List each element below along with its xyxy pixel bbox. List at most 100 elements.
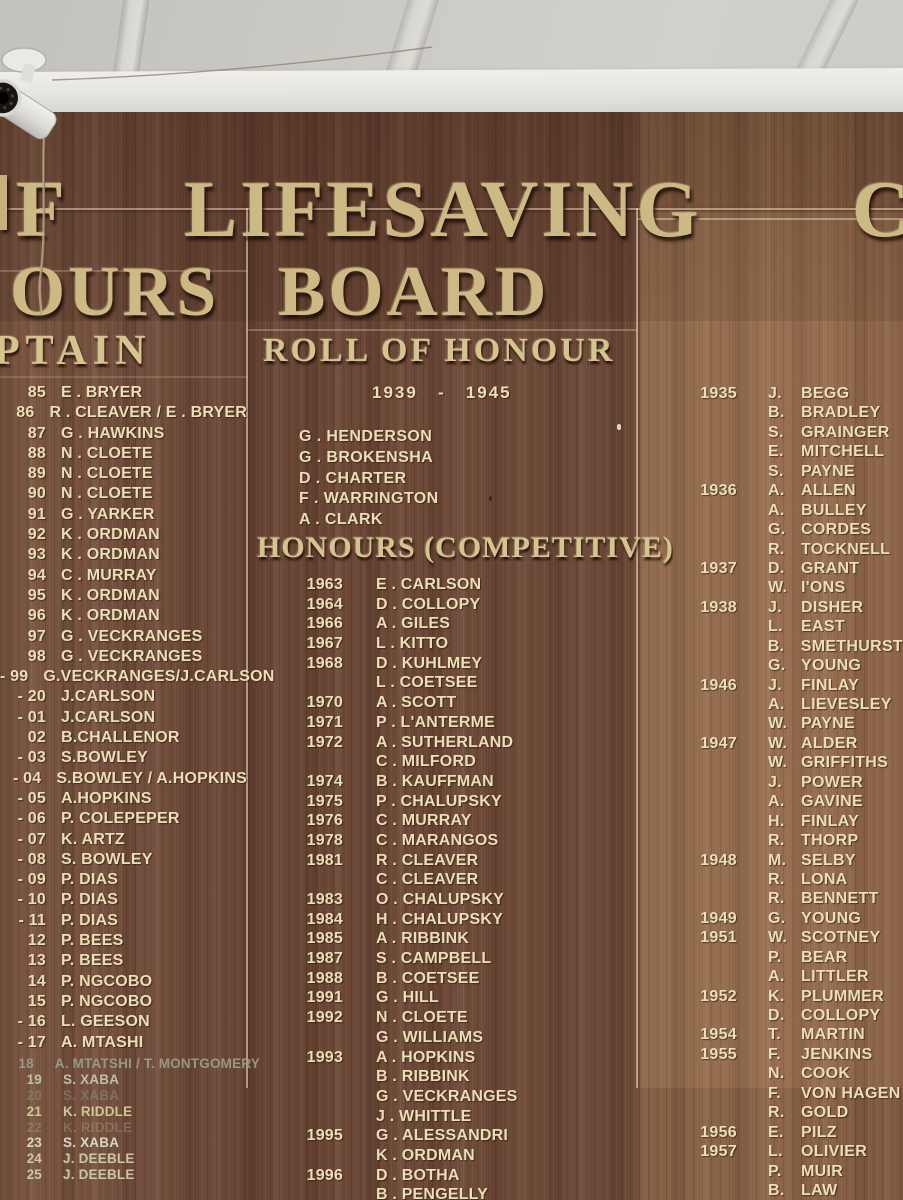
list-item: 1954 T. MARTIN [637,1026,903,1045]
name-label: G . ALESSANDRI [376,1127,508,1145]
column-divider [636,208,638,1088]
year-label: 1978 [306,831,343,849]
surname-label: VON HAGEN [801,1084,901,1102]
year-label [637,754,737,773]
year-label [637,968,737,987]
war-period-label: 1939 - 1945 [372,383,512,402]
year-label: 87 [27,424,46,442]
year-label [637,638,737,657]
initial-label: B. [768,404,785,422]
surname-label: GRAINGER [801,423,890,441]
surname-label: CORDES [801,521,872,539]
list-item: N. COOK [637,1065,903,1084]
name-label: J.CARLSON [61,708,156,726]
name-label: G.VECKRANGES/J.CARLSON [43,668,275,686]
year-label [637,774,737,793]
year-label: 1957 [700,1143,737,1161]
list-item: G . WILLIAMS [247,1029,637,1049]
year-label [637,521,737,540]
year-label: 85 [27,384,46,401]
list-item: 1947 W. ALDER [637,735,903,754]
surname-label: PAYNE [801,462,855,480]
board-seam [0,376,247,378]
surname-label: BRADLEY [801,404,881,422]
surname-label: DISHER [801,598,864,616]
list-item: P. BEAR [637,949,903,968]
initial-label: J. [768,676,782,694]
list-item: 19 S. XABA [0,1072,260,1088]
initial-label: K. [768,987,785,1005]
year-label: - 07 [17,830,46,848]
list-item: 90 N . CLOETE [0,485,247,505]
name-label: B . PENGELLY [376,1186,489,1200]
year-label: 90 [27,485,46,503]
name-label: C . MARANGOS [376,831,499,849]
name-label: S. XABA [63,1087,120,1103]
list-item: - 09 P. DIAS [0,871,247,891]
initial-label: M. [768,851,787,869]
year-label: 1947 [700,734,737,752]
year-label: 1949 [700,909,737,927]
list-item: 1983 O . CHALUPSKY [247,891,637,911]
name-label: P. NGCOBO [61,992,153,1010]
initial-label: R. [768,540,785,558]
list-item: 1974 B . KAUFFMAN [247,773,637,793]
year-label: - 01 [17,708,46,726]
captain-list-recent: 18 A. MTATSHI / T. MONTGOMERY 19 S. XABA 20 S… [0,1056,260,1183]
name-label: L . COETSEE [376,674,478,692]
surname-label: LITTLER [801,968,869,986]
wall-trim [0,68,903,116]
surname-label: I'ONS [801,579,846,597]
list-item: 1970 A . SCOTT [247,694,637,714]
name-label: S.BOWLEY / A.HOPKINS [56,769,247,787]
list-item: R. GOLD [637,1104,903,1123]
year-label: - 10 [17,891,46,909]
name-label: N . CLOETE [61,465,153,483]
war-names-list: G . HENDERSON G . BROKENSHA D . CHARTER F .… [299,428,439,532]
list-item: C . MILFORD [247,753,637,773]
list-item: 1967 L . KITTO [247,635,637,655]
name-label: N . CLOETE [61,485,153,503]
initial-label: A. [768,793,785,811]
surname-label: COLLOPY [801,1007,881,1024]
name-label: K . ORDMAN [61,526,160,544]
initial-label: F. [768,1045,782,1063]
surname-label: LONA [801,870,848,888]
year-label [637,793,737,812]
name-label: D . BOTHA [376,1166,460,1184]
surname-label: GOLD [801,1104,849,1122]
year-label: 25 [26,1167,42,1183]
list-item: E. MITCHELL [637,443,903,462]
year-label: 24 [26,1151,42,1167]
board-seam [0,208,903,210]
list-item: 25 J. DEEBLE [0,1167,260,1183]
initial-label: S. [768,462,784,480]
year-label: - 17 [17,1033,46,1051]
surname-label: SELBY [801,851,856,869]
name-label: G . YARKER [61,505,155,523]
year-label: 1946 [700,676,737,694]
name-label: K . ORDMAN [61,586,160,604]
name-label: J.CARLSON [61,688,156,706]
list-item: D . CHARTER [299,470,439,491]
year-label [637,502,737,521]
year-label: - 06 [17,810,46,828]
year-label [247,1029,343,1049]
list-item: - 11 P. DIAS [0,912,247,932]
initial-label: R. [768,832,785,850]
year-label [637,1104,737,1123]
year-label: 1956 [700,1123,737,1141]
name-label: G . HILL [376,989,439,1007]
list-item: 88 N . CLOETE [0,445,247,465]
list-item: 94 C . MURRAY [0,567,247,587]
list-item: 98 G . VECKRANGES [0,648,247,668]
initial-label: G. [768,521,786,539]
name-label: H . CHALUPSKY [376,910,504,928]
year-label: - 20 [17,688,46,706]
list-item: 1955 F. JENKINS [637,1046,903,1065]
surname-label: SMETHURST [800,637,903,655]
name-label: L . KITTO [376,635,449,653]
year-label: 97 [27,627,46,645]
initial-label: P. [768,1162,782,1180]
list-item: 93 K . ORDMAN [0,546,247,566]
